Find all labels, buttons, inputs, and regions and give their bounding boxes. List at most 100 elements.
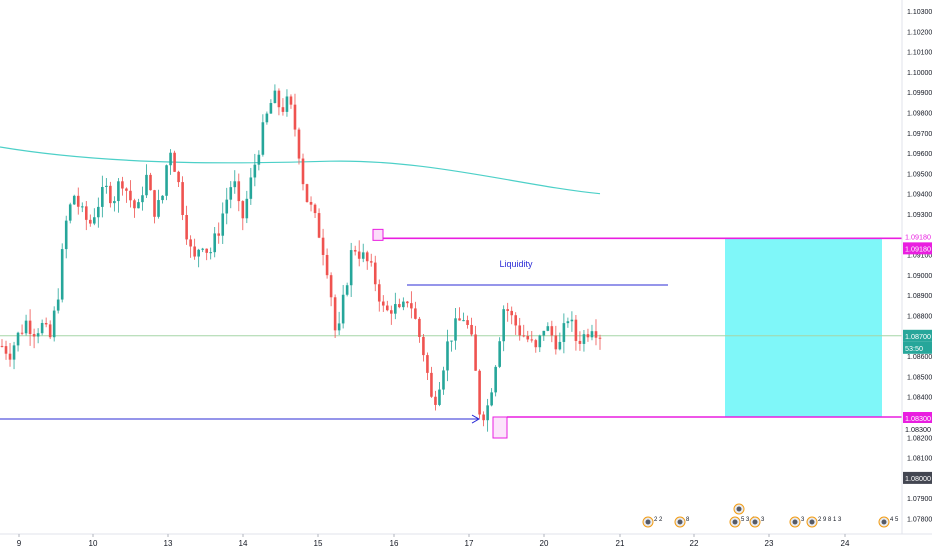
candle-body: [353, 250, 357, 252]
candle-body: [510, 310, 514, 316]
moving-average-layer: [0, 146, 601, 195]
candle: [309, 196, 313, 212]
candle: [169, 149, 172, 175]
candle: [357, 240, 361, 267]
candle: [446, 329, 449, 382]
candle: [221, 202, 225, 244]
x-axis[interactable]: 9 10 13 14 15 16 17 20 21 22 23 24: [17, 534, 850, 548]
candle-body: [345, 285, 349, 295]
candle: [157, 189, 160, 219]
candle: [277, 88, 281, 116]
candle-body: [558, 341, 562, 350]
candles-layer: [0, 84, 602, 432]
upper-level-tag-bg: [903, 242, 932, 255]
lower-level-tag-bg: [903, 412, 932, 424]
candle-body: [193, 246, 196, 257]
candle: [361, 243, 365, 263]
y-tick-label: 1.09700: [907, 131, 932, 138]
candle: [293, 93, 297, 137]
candle: [353, 245, 357, 256]
candle: [333, 294, 337, 339]
candle-body: [381, 301, 385, 306]
event-marker[interactable]: 8: [674, 516, 690, 528]
candle: [265, 111, 269, 125]
event-marker[interactable]: 2 2: [642, 516, 663, 528]
candle-body: [44, 322, 48, 325]
candle: [40, 319, 44, 336]
candle-body: [72, 195, 76, 205]
candle-body: [502, 309, 505, 342]
candle: [598, 334, 602, 350]
candle-body: [205, 248, 208, 253]
candle-body: [554, 335, 558, 350]
candle: [582, 330, 586, 352]
candle: [12, 341, 16, 370]
event-marker[interactable]: 3: [789, 516, 805, 528]
candle: [494, 365, 497, 397]
candle: [510, 306, 514, 325]
candle-body: [76, 195, 80, 207]
flag-icon-dot: [677, 519, 683, 525]
event-markers[interactable]: 2 2 8 5 3 4 3 3 2 9 8 1 3 4 5: [642, 503, 899, 528]
candle: [369, 253, 373, 267]
candle: [213, 226, 217, 258]
y-tick-label: 1.07900: [907, 496, 932, 503]
candle: [44, 317, 48, 328]
event-count: 3: [761, 517, 765, 523]
liquidity-label: Liquidity: [499, 259, 533, 269]
candle: [0, 339, 4, 348]
candle-body: [546, 326, 550, 331]
candle-body: [506, 309, 509, 311]
candle: [586, 328, 590, 342]
candle-body: [590, 331, 594, 338]
candle-body: [365, 252, 369, 262]
y-axis[interactable]: 1.078001.079001.080001.081001.082001.083…: [907, 9, 932, 524]
x-tick-label: 13: [164, 539, 173, 548]
event-marker[interactable]: 2 9 8 1 3: [806, 516, 842, 528]
candle: [534, 338, 538, 353]
x-tick-label: 20: [540, 539, 549, 548]
event-count: 4 5: [890, 517, 899, 523]
lower-level-marker[interactable]: [492, 416, 508, 439]
candle-body: [56, 299, 60, 311]
event-marker[interactable]: 5 3 4: [729, 516, 755, 528]
x-tick-label: 10: [89, 539, 98, 548]
candle-body: [125, 188, 128, 191]
candle: [145, 164, 148, 199]
candle-body: [293, 104, 297, 130]
candle: [385, 300, 389, 312]
candle: [129, 180, 132, 208]
candle-body: [269, 103, 273, 114]
candle: [229, 181, 233, 209]
candle: [474, 325, 477, 371]
candle-body: [129, 190, 132, 201]
x-tick-label: 9: [17, 539, 22, 548]
candle: [337, 311, 341, 336]
candle-body: [317, 213, 321, 238]
candle-body: [313, 204, 317, 214]
candle: [329, 272, 333, 307]
candle-body: [341, 294, 345, 324]
candle-body: [257, 154, 261, 165]
candle: [365, 250, 369, 270]
candle-body: [301, 158, 305, 185]
candle: [482, 411, 485, 427]
candle: [233, 170, 237, 194]
upper-level-marker[interactable]: [372, 228, 384, 241]
candle: [4, 340, 8, 360]
event-marker[interactable]: 3: [749, 516, 765, 528]
y-tick-label: 1.10300: [907, 9, 932, 16]
candle: [414, 301, 417, 320]
event-marker-raised[interactable]: [733, 503, 745, 515]
candle: [185, 205, 188, 245]
target-zone[interactable]: [725, 238, 882, 417]
upper-level-tag: 1.09180: [905, 244, 931, 253]
candle: [273, 84, 277, 104]
event-marker[interactable]: 4 5: [878, 516, 899, 528]
flag-icon-dot: [809, 519, 815, 525]
y-tick-label: 1.10000: [907, 70, 932, 77]
candle: [546, 322, 550, 332]
candle: [301, 153, 305, 191]
candle-body: [273, 90, 277, 104]
